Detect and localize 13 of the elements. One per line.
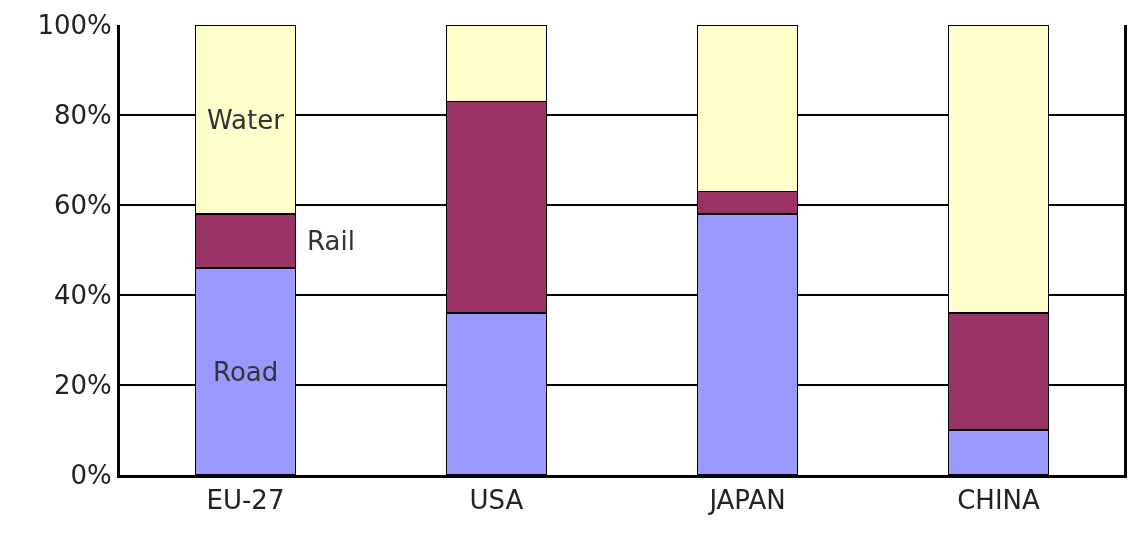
y-tick-label: 60%: [54, 190, 112, 221]
x-tick-label: USA: [469, 485, 524, 516]
y-tick-label: 20%: [54, 370, 112, 401]
x-tick-label: CHINA: [957, 485, 1041, 516]
y-tick-label: 0%: [70, 460, 112, 491]
series-label: Water: [207, 105, 285, 135]
x-tick-label: EU-27: [206, 485, 285, 516]
series-label: Rail: [307, 226, 355, 256]
x-tick-label: JAPAN: [707, 485, 786, 516]
y-tick-label: 80%: [54, 100, 112, 131]
y-tick-label: 100%: [37, 10, 112, 41]
y-tick-label: 40%: [54, 280, 112, 311]
series-label: Road: [213, 357, 279, 387]
